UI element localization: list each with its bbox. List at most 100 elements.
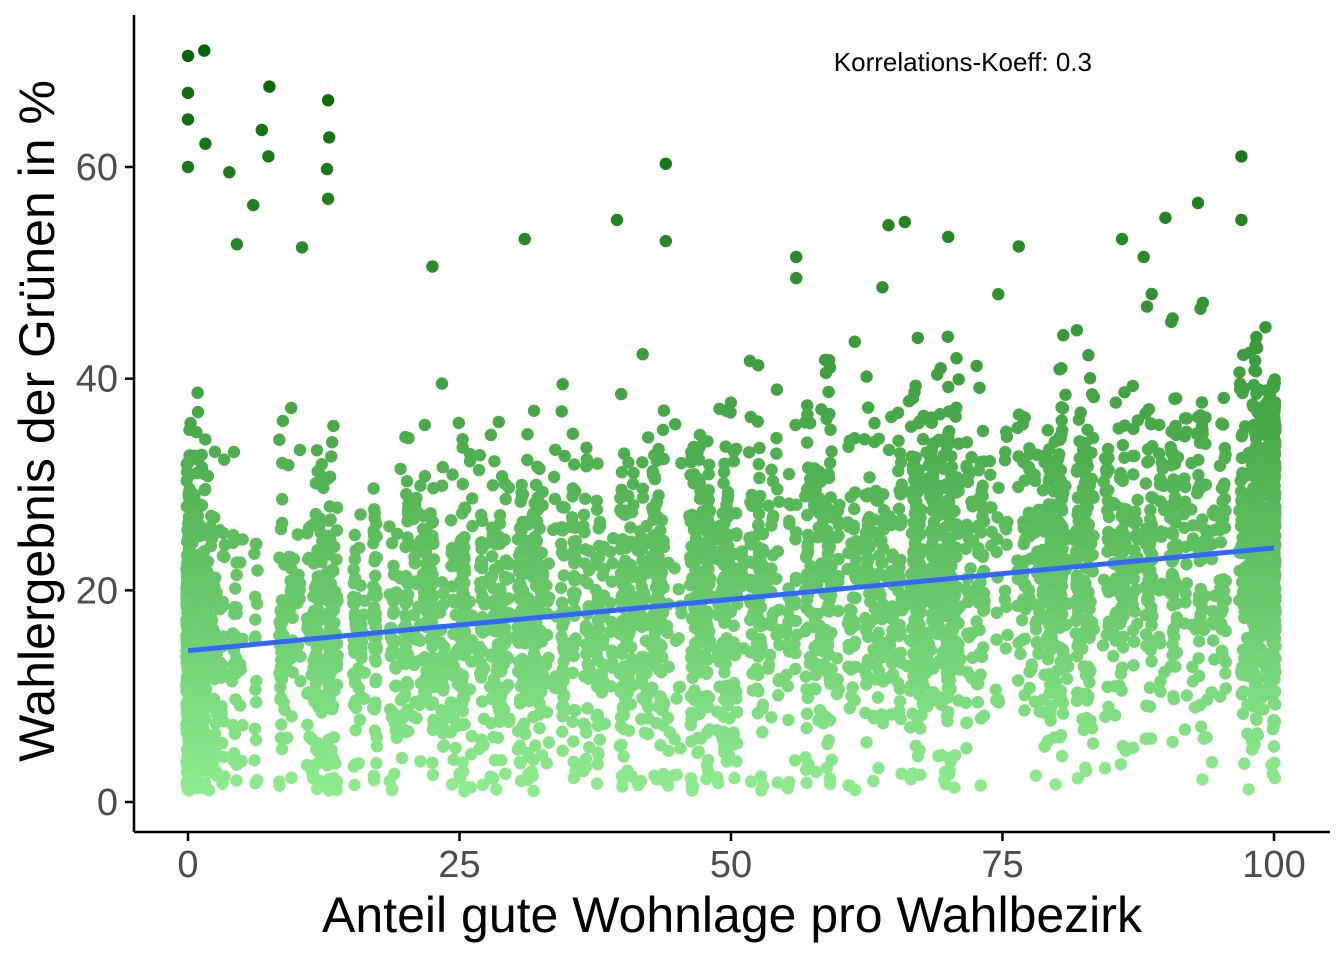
data-point — [312, 662, 325, 675]
data-point — [436, 576, 449, 589]
data-point — [752, 547, 766, 560]
data-point — [1144, 643, 1157, 657]
data-point — [464, 448, 477, 461]
data-point — [1201, 693, 1214, 706]
data-point — [583, 741, 596, 754]
data-point — [686, 671, 699, 684]
data-point — [1081, 460, 1094, 473]
data-point — [195, 461, 209, 474]
data-point — [636, 482, 649, 495]
data-point — [1116, 438, 1130, 452]
data-point — [591, 758, 604, 771]
data-point — [354, 508, 367, 521]
data-point — [367, 524, 380, 537]
data-point — [1127, 635, 1141, 648]
data-point — [1144, 564, 1157, 577]
data-point — [872, 626, 885, 639]
data-point — [1205, 756, 1219, 769]
data-point — [1251, 406, 1264, 419]
data-point — [876, 281, 889, 294]
data-point — [473, 449, 486, 462]
data-point — [399, 608, 412, 622]
data-point — [217, 666, 230, 680]
data-point — [893, 447, 907, 460]
data-point — [1012, 480, 1025, 494]
data-point — [408, 556, 421, 570]
data-point — [414, 479, 427, 492]
data-point — [369, 655, 382, 668]
data-point — [1059, 388, 1072, 401]
data-point — [547, 470, 561, 484]
data-point — [555, 537, 568, 551]
data-point — [1164, 660, 1178, 673]
data-point — [818, 630, 832, 643]
data-point — [819, 366, 833, 380]
data-point — [472, 463, 486, 477]
data-point — [591, 719, 605, 732]
data-point — [474, 560, 487, 573]
data-point — [493, 592, 506, 606]
data-point — [990, 633, 1003, 646]
data-point — [331, 501, 344, 514]
data-point — [1015, 614, 1029, 627]
data-point — [310, 624, 324, 637]
data-point — [593, 539, 606, 553]
data-point — [820, 412, 833, 426]
data-point — [1085, 446, 1098, 459]
data-point — [1029, 526, 1042, 539]
data-point — [699, 628, 712, 641]
data-point — [529, 739, 542, 752]
data-point — [875, 556, 888, 570]
data-point — [1199, 523, 1212, 537]
data-point — [925, 416, 938, 429]
data-point — [822, 385, 835, 399]
data-point — [615, 769, 629, 783]
data-point — [849, 783, 862, 797]
data-point — [195, 448, 208, 461]
data-point — [1029, 617, 1042, 630]
data-point — [1014, 647, 1027, 661]
data-point — [990, 606, 1003, 619]
data-point — [911, 658, 924, 672]
data-point — [849, 591, 862, 605]
data-point — [437, 649, 450, 662]
data-point — [1188, 701, 1202, 714]
data-point — [989, 683, 1002, 696]
data-point — [636, 348, 649, 361]
data-point — [534, 586, 548, 599]
data-point — [458, 560, 471, 574]
data-point — [191, 405, 205, 419]
data-point — [1215, 482, 1229, 495]
data-point — [751, 415, 764, 428]
data-point — [591, 457, 604, 470]
data-point — [894, 712, 908, 726]
data-point — [632, 778, 645, 792]
data-point — [1236, 386, 1249, 400]
data-point — [536, 499, 549, 512]
data-point — [527, 404, 541, 417]
data-point — [542, 651, 555, 664]
data-point — [657, 534, 670, 548]
data-point — [1192, 453, 1205, 467]
data-point — [730, 567, 743, 581]
data-point — [514, 757, 527, 770]
data-point — [1250, 387, 1263, 400]
data-point — [652, 442, 665, 456]
data-point — [730, 529, 743, 542]
data-point — [398, 657, 412, 671]
data-point — [1145, 619, 1158, 632]
data-point — [535, 685, 548, 698]
data-point — [720, 528, 734, 541]
data-point — [400, 488, 413, 501]
data-point — [874, 640, 888, 653]
data-point — [622, 489, 635, 503]
data-point — [1106, 496, 1120, 510]
data-point — [892, 502, 906, 515]
data-point — [1043, 644, 1057, 657]
data-point — [475, 593, 489, 606]
data-point — [389, 679, 402, 693]
data-point — [701, 523, 714, 536]
data-point — [228, 601, 241, 614]
data-point — [367, 482, 380, 495]
data-point — [945, 584, 958, 597]
